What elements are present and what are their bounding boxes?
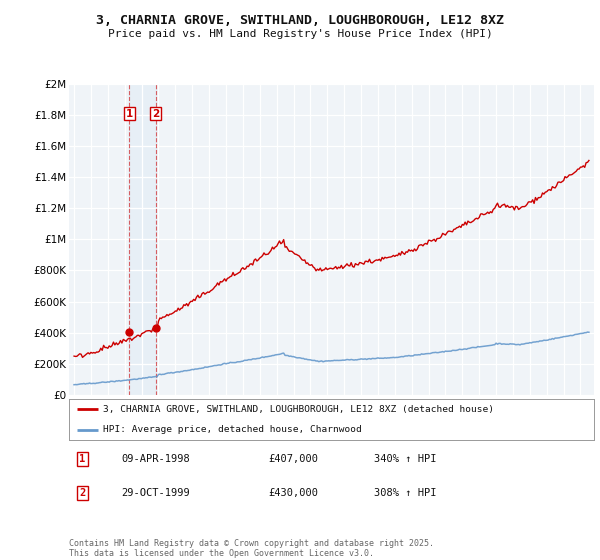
Text: Price paid vs. HM Land Registry's House Price Index (HPI): Price paid vs. HM Land Registry's House … bbox=[107, 29, 493, 39]
Text: 3, CHARNIA GROVE, SWITHLAND, LOUGHBOROUGH, LE12 8XZ: 3, CHARNIA GROVE, SWITHLAND, LOUGHBOROUG… bbox=[96, 14, 504, 27]
Text: 308% ↑ HPI: 308% ↑ HPI bbox=[373, 488, 436, 498]
Text: 2: 2 bbox=[79, 488, 85, 498]
Text: 340% ↑ HPI: 340% ↑ HPI bbox=[373, 454, 436, 464]
Text: Contains HM Land Registry data © Crown copyright and database right 2025.
This d: Contains HM Land Registry data © Crown c… bbox=[69, 539, 434, 558]
Bar bbox=[129, 84, 155, 395]
Text: £430,000: £430,000 bbox=[269, 488, 319, 498]
Text: 2: 2 bbox=[152, 109, 159, 119]
Text: 3, CHARNIA GROVE, SWITHLAND, LOUGHBOROUGH, LE12 8XZ (detached house): 3, CHARNIA GROVE, SWITHLAND, LOUGHBOROUG… bbox=[103, 405, 494, 414]
Text: £407,000: £407,000 bbox=[269, 454, 319, 464]
Text: 1: 1 bbox=[79, 454, 85, 464]
Text: 29-OCT-1999: 29-OCT-1999 bbox=[121, 488, 190, 498]
Text: HPI: Average price, detached house, Charnwood: HPI: Average price, detached house, Char… bbox=[103, 425, 362, 434]
Text: 09-APR-1998: 09-APR-1998 bbox=[121, 454, 190, 464]
Text: 1: 1 bbox=[125, 109, 133, 119]
